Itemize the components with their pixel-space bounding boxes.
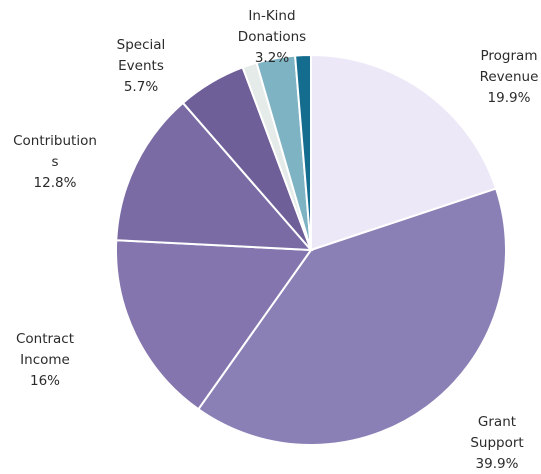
slice-category-label: Contribution: [13, 133, 97, 149]
slice-labels: Program Revenue 19.9% Grant Support 39.9% Cont…: [13, 8, 538, 472]
pie-slice-1: [196, 187, 507, 446]
slice-value-label: 39.9%: [476, 456, 519, 472]
slice-category-label: s: [51, 154, 58, 170]
pie-slices: [115, 53, 507, 446]
slice-category-label: Contract: [16, 331, 74, 347]
slice-category-label: Donations: [238, 29, 306, 45]
slice-category-label: Program: [481, 48, 538, 64]
slice-value-label: 19.9%: [488, 90, 531, 106]
slice-value-label: 16%: [30, 373, 60, 389]
slice-category-label: In-Kind: [248, 8, 295, 24]
pie-slice-0: [310, 53, 498, 252]
slice-category-label: Special: [117, 37, 166, 53]
slice-value-label: 5.7%: [124, 79, 158, 95]
pie-slice-3: [115, 101, 314, 252]
slice-value-label: 12.8%: [34, 175, 77, 191]
slice-value-label: 3.2%: [255, 50, 289, 66]
slice-category-label: Revenue: [480, 69, 539, 85]
pie-slice-2: [115, 239, 313, 411]
slice-category-label: Grant: [478, 414, 516, 430]
slice-category-label: Events: [118, 58, 164, 74]
slice-category-label: Support: [470, 435, 523, 451]
pie-slice-7: [294, 53, 312, 251]
slice-category-label: Income: [20, 352, 70, 368]
